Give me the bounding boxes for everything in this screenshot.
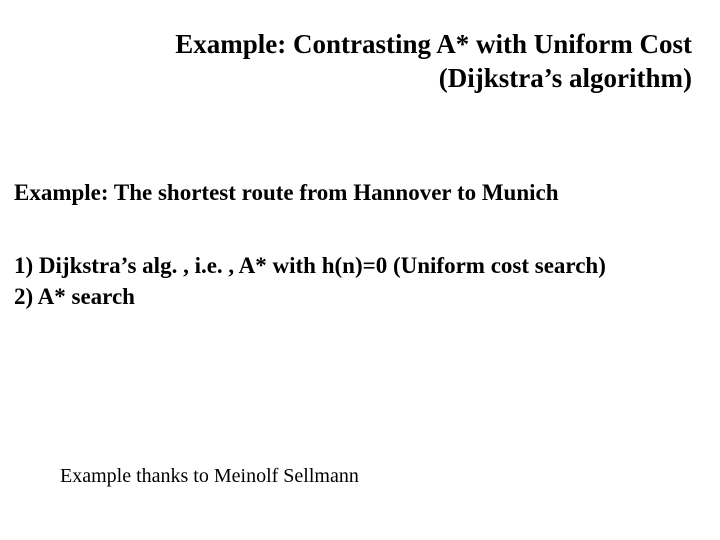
algorithm-list: 1) Dijkstra’s alg. , i.e. , A* with h(n)… [14,250,606,312]
slide-title: Example: Contrasting A* with Uniform Cos… [175,28,692,96]
title-line-2: (Dijkstra’s algorithm) [175,62,692,96]
example-subtitle: Example: The shortest route from Hannove… [14,180,559,206]
list-item-2: 2) A* search [14,281,606,312]
credit-line: Example thanks to Meinolf Sellmann [60,465,359,488]
list-item-1: 1) Dijkstra’s alg. , i.e. , A* with h(n)… [14,250,606,281]
title-line-1: Example: Contrasting A* with Uniform Cos… [175,28,692,62]
